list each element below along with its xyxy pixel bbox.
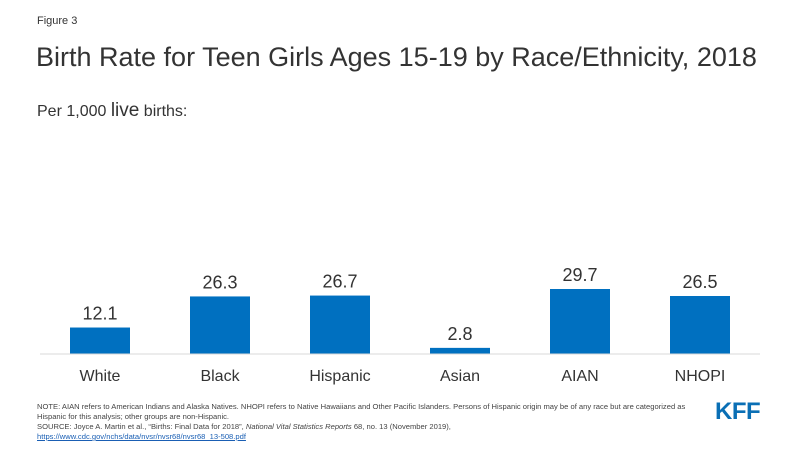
- bar-hispanic: [310, 295, 370, 354]
- bar-black: [190, 296, 250, 354]
- data-label-black: 26.3: [202, 272, 237, 292]
- category-label-black: Black: [200, 368, 240, 385]
- figure-label: Figure 3: [37, 15, 78, 27]
- subtitle-prefix: Per 1,000: [37, 103, 111, 120]
- category-label-aian: AIAN: [561, 368, 598, 385]
- category-label-asian: Asian: [440, 368, 480, 385]
- source-link[interactable]: https://www.cdc.gov/nchs/data/nvsr/nvsr6…: [37, 432, 246, 441]
- source-prefix: SOURCE: Joyce A. Martin et al., “Births:…: [37, 422, 246, 431]
- chart-subtitle: Per 1,000 live births:: [37, 100, 187, 122]
- kff-logo: KFF: [715, 398, 761, 425]
- bar-white: [70, 327, 130, 354]
- bar-aian: [550, 289, 610, 354]
- data-label-nhopi: 26.5: [682, 272, 717, 292]
- subtitle-suffix: births:: [139, 103, 188, 120]
- bar-chart: 12.1 White 26.3 Black 26.7 Hispanic 2.8 Asian 29…: [40, 265, 760, 385]
- bar-nhopi: [670, 296, 730, 354]
- category-label-nhopi: NHOPI: [675, 368, 726, 385]
- data-label-hispanic: 26.7: [322, 272, 357, 292]
- footer-source: SOURCE: Joyce A. Martin et al., “Births:…: [37, 422, 687, 442]
- footer-note: NOTE: AIAN refers to American Indians an…: [37, 402, 686, 421]
- chart-title: Birth Rate for Teen Girls Ages 15-19 by …: [36, 42, 757, 72]
- data-label-white: 12.1: [82, 304, 117, 324]
- subtitle-live: live: [110, 100, 140, 121]
- footer-notes: NOTE: AIAN refers to American Indians an…: [37, 402, 687, 442]
- source-suffix: 68, no. 13 (November 2019),: [351, 422, 451, 431]
- data-label-aian: 29.7: [562, 265, 597, 285]
- data-label-asian: 2.8: [447, 324, 472, 344]
- source-journal: National Vital Statistics Reports: [245, 422, 352, 431]
- category-label-hispanic: Hispanic: [309, 368, 370, 385]
- bar-asian: [430, 347, 490, 354]
- category-label-white: White: [80, 368, 121, 385]
